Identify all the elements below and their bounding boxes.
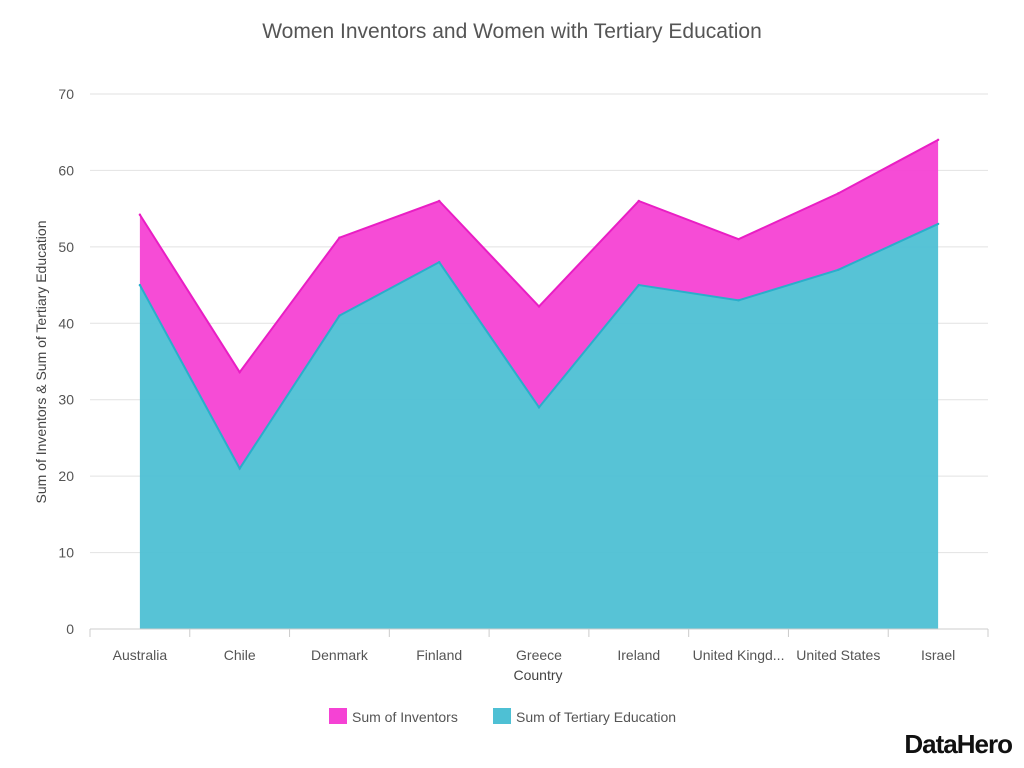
x-tick-label: Greece [516, 647, 562, 663]
y-tick-label: 50 [58, 239, 74, 255]
y-axis-ticks: 0 10 20 30 40 50 60 70 [58, 86, 74, 637]
data-point-tertiary-education [637, 283, 640, 287]
y-tick-label: 0 [66, 621, 74, 637]
x-tick-label: Chile [224, 647, 256, 663]
data-point-inventors [837, 192, 840, 195]
legend-label: Sum of Tertiary Education [516, 709, 676, 725]
data-point-inventors [537, 305, 541, 308]
data-point-tertiary-education [837, 268, 840, 271]
legend-label: Sum of Inventors [352, 709, 458, 725]
data-point-tertiary-education [338, 314, 341, 317]
data-point-inventors [737, 238, 740, 241]
y-tick-label: 20 [58, 468, 74, 484]
y-tick-label: 40 [58, 315, 74, 331]
data-point-tertiary-education [438, 260, 441, 264]
data-point-inventors [338, 236, 341, 239]
data-point-tertiary-education [138, 283, 142, 287]
data-point-inventors [438, 199, 441, 203]
y-axis-title: Sum of Inventors & Sum of Tertiary Educa… [33, 221, 49, 504]
y-tick-label: 10 [58, 545, 74, 561]
y-tick-label: 60 [58, 162, 74, 178]
data-point-tertiary-education [238, 467, 241, 470]
data-point-tertiary-education [537, 406, 541, 409]
x-tick-label: United States [796, 647, 880, 663]
data-point-inventors [138, 213, 142, 216]
x-axis-title: Country [513, 667, 562, 683]
legend: Sum of Inventors Sum of Tertiary Educatio… [329, 708, 676, 725]
data-point-inventors [936, 138, 940, 142]
area-series [138, 138, 940, 629]
x-tick-label: Israel [921, 647, 955, 663]
x-tick-label: Finland [416, 647, 462, 663]
x-axis: Australia Chile Denmark Finland Greece Irelan… [89, 628, 989, 663]
chart-title: Women Inventors and Women with Tertiary … [262, 20, 762, 43]
series-area-tertiary-education [139, 223, 939, 629]
data-point-inventors [637, 199, 640, 203]
datahero-logo: DataHero [904, 729, 1013, 759]
x-tick-label: United Kingd... [693, 647, 785, 663]
data-point-inventors [238, 371, 241, 374]
series-area-inventors [139, 139, 939, 469]
y-tick-label: 70 [58, 86, 74, 102]
legend-swatch [329, 708, 347, 724]
data-point-tertiary-education [737, 299, 740, 302]
legend-swatch [493, 708, 511, 724]
x-tick-label: Denmark [311, 647, 369, 663]
x-tick-label: Ireland [617, 647, 660, 663]
x-tick-label: Australia [113, 647, 168, 663]
data-point-tertiary-education [936, 222, 940, 226]
y-tick-label: 30 [58, 392, 74, 408]
